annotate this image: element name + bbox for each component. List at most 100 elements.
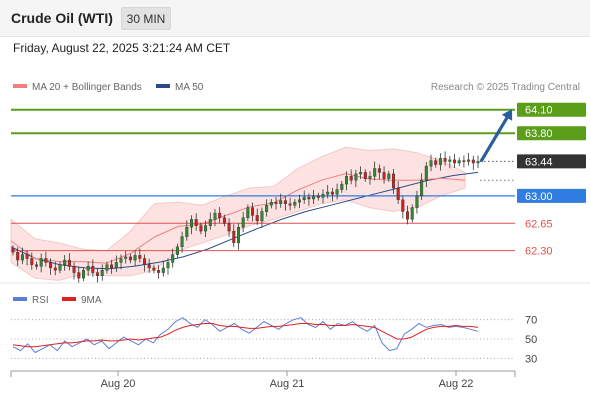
level-tag-63-44 [517,154,586,169]
candle-body [222,217,226,224]
candle-body [35,264,39,267]
candle-body [453,159,457,164]
candle-body [105,264,109,271]
candle-body [307,197,311,200]
candle-body [326,191,330,195]
x-axis-ticks: Aug 20 Aug 21 Aug 22 [101,371,474,390]
candle-body [208,219,212,226]
candle-body [382,172,386,179]
candle-body [260,211,264,222]
candle-body [166,262,170,269]
candle-body [185,226,189,237]
candle-body [44,258,48,263]
candle-body [438,158,442,165]
instrument-title: Crude Oil (WTI) [11,10,113,26]
candle-body [363,172,367,179]
candle-body [133,255,137,261]
candle-body [138,255,142,259]
candle-body [241,217,245,228]
candle-body [20,254,24,261]
candle-body [368,176,372,179]
candle-body [377,168,381,173]
candle-body [420,179,424,197]
candle-body [316,195,320,198]
candle-body [142,258,146,266]
rsi-tick-70: 70 [525,315,537,327]
x-tick-label: Aug 20 [101,378,136,390]
candles [11,151,480,284]
candle-body [199,225,203,232]
candle-body [95,272,99,276]
candle-body [429,160,433,167]
x-tick-label: Aug 21 [270,378,305,390]
candle-body [283,200,287,204]
candle-body [171,254,175,263]
legend-swatch-9ma [62,297,76,301]
level-label-63-80: 63.80 [525,128,553,140]
ma50-line [10,171,479,270]
candle-body [269,201,273,206]
candle-body [302,197,306,200]
candle-body [204,225,208,232]
candle-body [189,219,193,228]
candle-body [128,256,132,261]
candle-body [124,256,128,259]
candle-body [86,266,90,271]
level-label-62-65: 62.65 [525,218,553,230]
candle-body [340,183,344,190]
candle-body [410,207,414,220]
candle-body [81,270,85,279]
candle-body [293,201,297,206]
level-label-64-10: 64.10 [525,105,553,117]
candle-body [49,262,53,269]
candle-body [255,215,259,222]
candle-body [91,266,95,273]
level-tag-64-10 [517,102,586,117]
candle-body [58,264,62,271]
candle-body [232,230,236,244]
level-tag-63-80 [517,126,586,141]
candle-body [448,159,452,162]
candle-body [387,173,391,179]
candle-body [152,267,156,271]
level-label-63-44: 63.44 [525,156,553,168]
rsi-lines [12,317,479,354]
candle-body [30,258,34,266]
candle-body [213,212,217,220]
candle-body [471,159,475,164]
level-labels: 64.10 63.80 63.44 63.00 62.65 62.30 [517,102,586,258]
candle-body [67,259,71,267]
candle-body [312,195,316,200]
bollinger-bands [10,146,466,281]
candle-body [298,199,302,203]
candle-body [415,195,419,208]
candle-body [349,176,353,181]
candle-body [119,258,123,263]
bollinger-band-area [10,146,466,281]
candle-body [11,248,15,253]
candle-body [392,173,396,189]
candle-body [227,223,231,232]
rsi-9ma-line [12,323,479,348]
candle-body [335,189,339,195]
candle-body [72,266,76,273]
candle-body [180,236,184,248]
candle-body [175,246,179,255]
candle-body [354,173,358,181]
candle-body [265,205,269,212]
candle-body [279,200,283,204]
candle-body [396,187,400,200]
candle-body [39,258,43,267]
candle-body [443,158,447,162]
timeframe-button[interactable]: 30 MIN [121,7,171,30]
moving-averages [10,171,479,270]
candle-body [100,270,104,276]
candle-body [359,172,363,175]
candle-body [114,262,118,269]
candle-body [110,264,114,269]
candle-body [345,176,349,185]
legend-swatch-ma20 [13,84,27,88]
x-tick-label: Aug 22 [439,378,474,390]
candle-body [476,161,480,164]
